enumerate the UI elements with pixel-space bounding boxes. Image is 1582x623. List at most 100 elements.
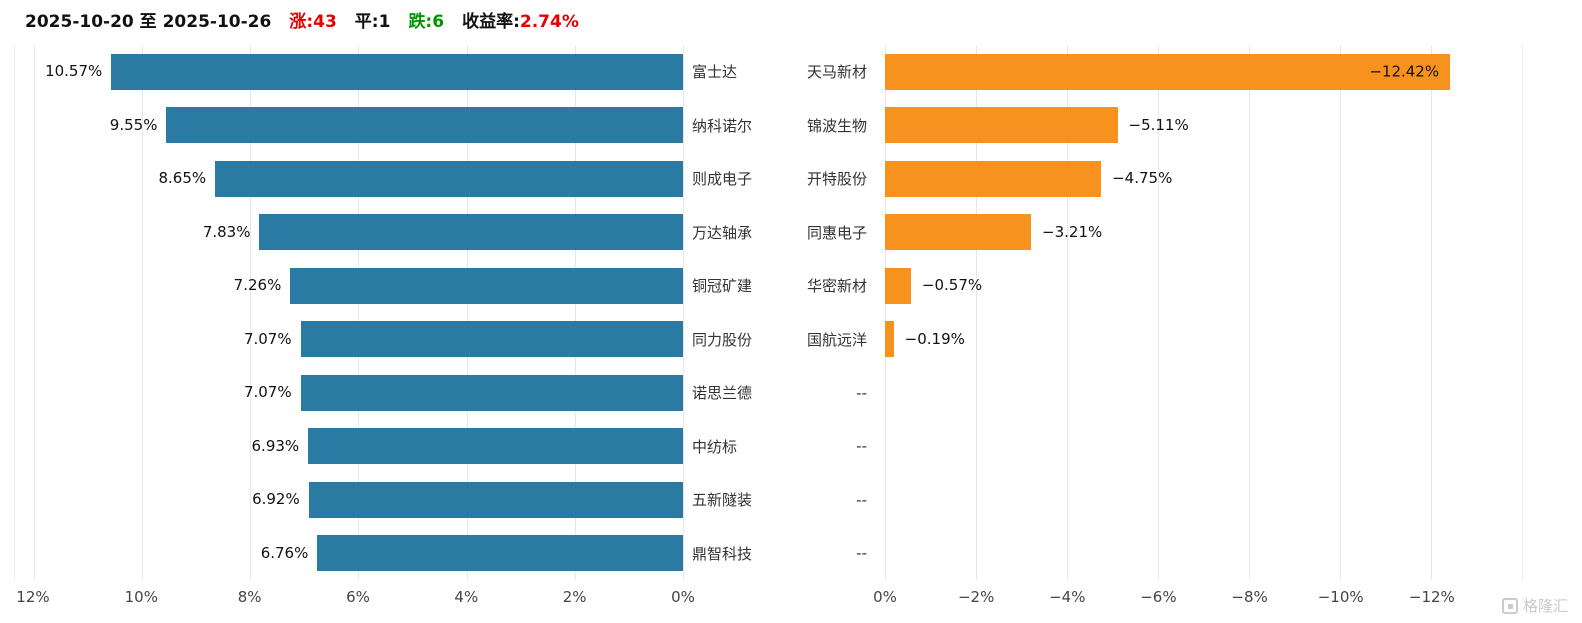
loss-bar-row: −3.21%: [885, 206, 1522, 260]
stock-name-columns: 富士达 纳科诺尔 则成电子 万达轴承 铜冠矿建 同力股份 诺思兰德 中纺标 五新隧装 鼎智科技 天…: [683, 45, 885, 580]
loss-bar-row: −5.11%: [885, 99, 1522, 153]
stock-name: --: [856, 437, 867, 456]
gain-bar: [300, 374, 683, 411]
gain-bar-row: 6.93%: [15, 420, 683, 474]
gelonghui-logo-icon: [1501, 597, 1518, 614]
axis-tick-label: 0%: [873, 588, 897, 606]
gain-bar-row: 7.07%: [15, 313, 683, 367]
axis-tick-label: 6%: [346, 588, 370, 606]
axis-tick-label: 8%: [237, 588, 262, 606]
loss-bar-row: [885, 527, 1522, 581]
loss-bar-row: [885, 473, 1522, 527]
watermark-text: 格隆汇: [1522, 597, 1568, 615]
stock-name: 则成电子: [692, 170, 753, 189]
gain-bar-row: 6.92%: [15, 473, 683, 527]
loser-name-column: 天马新材 锦波生物 开特股份 同惠电子 华密新材 国航远洋 -- -- -- --: [784, 45, 885, 580]
bar-value-label: 6.92%: [252, 490, 300, 509]
summary-header: 2025-10-20 至 2025-10-26 涨:43 平:1 跌:6 收益率…: [25, 7, 579, 32]
stock-name: 纳科诺尔: [692, 116, 753, 135]
gridline: [574, 45, 576, 580]
bar-value-label: 7.26%: [233, 276, 282, 295]
stock-name: --: [856, 383, 867, 402]
gain-bar-row: 10.57%: [15, 45, 683, 99]
gain-bar-row: 7.07%: [15, 366, 683, 420]
axis-tick-label: −4%: [1049, 588, 1086, 606]
gain-bar-row: 7.26%: [15, 259, 683, 313]
gain-bar: [308, 428, 683, 465]
loss-bar: [885, 267, 911, 304]
losers-panel: −12.42% −5.11% −4.75% −3.21% −0.57% −0.19%: [885, 45, 1523, 580]
stock-name: 开特股份: [806, 170, 867, 189]
flat-count: 平:1: [354, 12, 391, 32]
gridline: [885, 45, 886, 580]
axis-tick-label: −8%: [1231, 588, 1268, 606]
axis-tick-label: −6%: [1140, 588, 1177, 606]
gain-bar: [300, 321, 683, 358]
axis-tick-label: −12%: [1408, 588, 1455, 606]
stock-name: 锦波生物: [806, 116, 867, 135]
stock-name: 五新隧装: [692, 491, 753, 510]
stock-name: 富士达: [692, 63, 738, 82]
gain-bar: [215, 160, 683, 197]
gain-bar-row: 7.83%: [15, 206, 683, 260]
loss-bar-row: [885, 366, 1522, 420]
yield-label: 收益率:: [462, 12, 520, 32]
axis-tick-label: 4%: [454, 588, 479, 606]
bar-rows: 10.57% 9.55% 8.65% 7.83% 7.26% 7.07% 7.07% 6.93…: [15, 45, 683, 580]
bar-value-label: 7.07%: [243, 329, 292, 348]
gridline: [358, 45, 360, 580]
stock-name: 同惠电子: [806, 223, 867, 242]
stock-name: 华密新材: [806, 277, 867, 296]
gain-bar: [166, 107, 683, 144]
gain-bar-row: 9.55%: [15, 99, 683, 153]
yield-summary: 收益率:2.74%: [462, 7, 579, 32]
down-count: 跌:6: [408, 12, 445, 32]
gainer-name-column: 富士达 纳科诺尔 则成电子 万达轴承 铜冠矿建 同力股份 诺思兰德 中纺标 五新隧装 鼎智科技: [683, 45, 784, 580]
up-count: 涨:43: [289, 12, 337, 32]
bar-value-label: 7.83%: [202, 222, 251, 241]
gridline: [1431, 45, 1432, 580]
loss-bar-row: −0.19%: [885, 313, 1522, 367]
gelonghui-watermark: 格隆汇: [1501, 595, 1568, 616]
gridline: [683, 45, 684, 580]
losers-x-axis: 0% −2% −4% −6% −8% −10% −12%: [873, 588, 1523, 610]
stock-name: 天马新材: [806, 63, 867, 82]
bar-value-label: −4.75%: [1112, 169, 1173, 188]
loss-bar: [885, 214, 1032, 251]
loss-bar-row: −12.42%: [885, 45, 1522, 99]
chart-area: 10.57% 9.55% 8.65% 7.83% 7.26% 7.07% 7.07% 6.93…: [14, 45, 1523, 580]
bar-value-label: −3.21%: [1042, 222, 1103, 241]
gain-bar-row: 8.65%: [15, 152, 683, 206]
axis-tick-label: −10%: [1317, 588, 1364, 606]
stock-name: 万达轴承: [692, 223, 753, 242]
loss-bar-row: −4.75%: [885, 152, 1522, 206]
bar-value-label: −5.11%: [1128, 115, 1189, 134]
stock-name: 国航远洋: [806, 330, 867, 349]
stock-name: 诺思兰德: [692, 384, 753, 403]
gridline: [1067, 45, 1068, 580]
axis-tick-label: −2%: [957, 588, 995, 606]
date-range: 2025-10-20 至 2025-10-26: [25, 12, 272, 32]
gridline: [976, 45, 977, 580]
gain-bar: [290, 267, 683, 304]
loss-bar: −12.42%: [885, 53, 1451, 90]
loss-bar-row: [885, 420, 1522, 474]
gainers-panel: 10.57% 9.55% 8.65% 7.83% 7.26% 7.07% 7.07% 6.93…: [14, 45, 684, 580]
stock-name: 中纺标: [692, 437, 738, 456]
bar-rows: −12.42% −5.11% −4.75% −3.21% −0.57% −0.19%: [885, 45, 1522, 580]
bar-value-label: 7.07%: [243, 383, 292, 402]
axis-tick-label: 12%: [16, 588, 50, 606]
bar-value-label: 10.57%: [45, 62, 103, 81]
loss-bar: [885, 160, 1102, 197]
stock-name: 同力股份: [692, 330, 753, 349]
gridline: [33, 45, 35, 580]
bar-value-label: 8.65%: [158, 169, 207, 188]
bar-value-label: 6.93%: [251, 436, 300, 455]
gridline: [1249, 45, 1250, 580]
stock-name: 铜冠矿建: [692, 277, 753, 296]
yield-value: 2.74%: [519, 12, 579, 32]
gain-bar-row: 6.76%: [15, 527, 683, 581]
gainers-x-axis: 12% 10% 8% 6% 4% 2% 0%: [14, 588, 695, 610]
loss-bar: [885, 107, 1118, 144]
